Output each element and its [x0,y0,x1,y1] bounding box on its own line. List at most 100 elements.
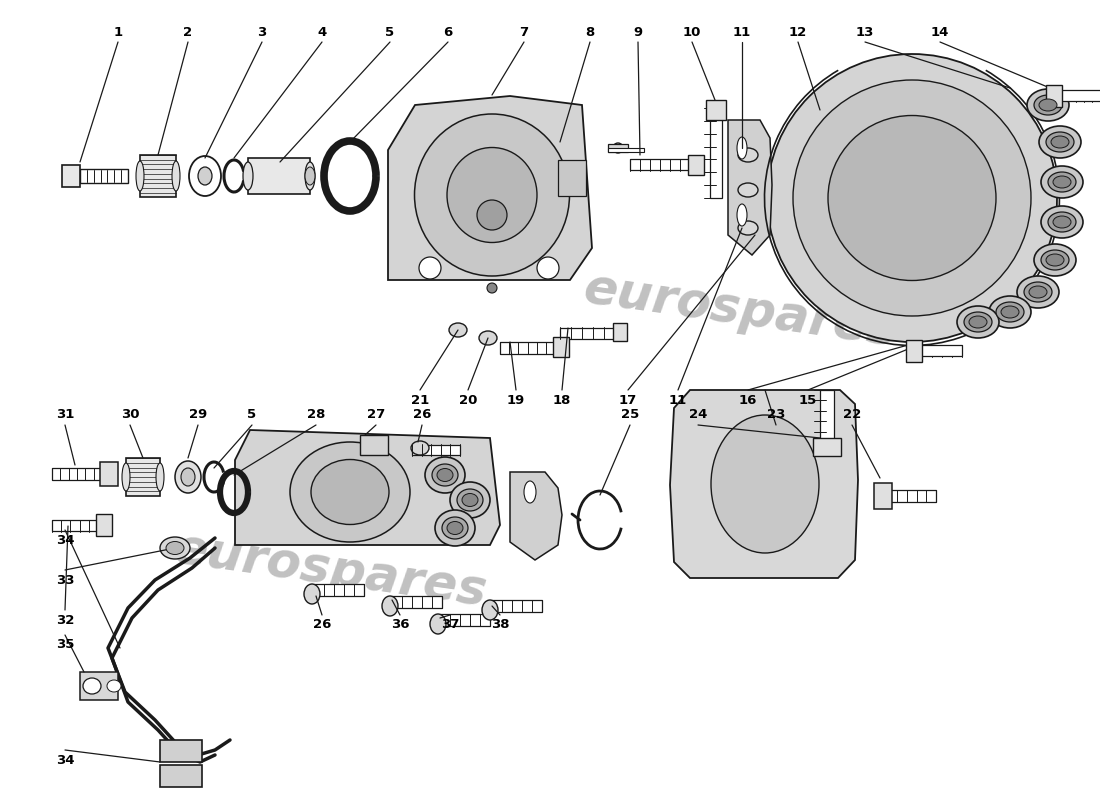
Ellipse shape [964,312,992,332]
Text: 12: 12 [789,26,807,38]
Ellipse shape [1028,286,1047,298]
FancyBboxPatch shape [560,328,615,339]
Ellipse shape [304,584,320,604]
Text: eurospares: eurospares [170,524,490,616]
Text: 15: 15 [799,394,817,406]
Ellipse shape [969,316,987,328]
Ellipse shape [107,680,121,692]
FancyBboxPatch shape [820,390,834,442]
Ellipse shape [1053,216,1071,228]
Ellipse shape [537,257,559,279]
Text: 32: 32 [56,614,74,626]
Ellipse shape [711,415,820,553]
Ellipse shape [482,600,498,620]
FancyBboxPatch shape [553,337,569,357]
Ellipse shape [156,463,164,491]
Ellipse shape [122,463,130,491]
Text: 11: 11 [669,394,688,406]
Ellipse shape [1046,132,1074,152]
Ellipse shape [411,441,429,455]
Text: 19: 19 [507,394,525,406]
FancyBboxPatch shape [706,100,726,120]
Text: 18: 18 [553,394,571,406]
Polygon shape [388,96,592,280]
Text: 22: 22 [843,409,861,422]
Text: 8: 8 [585,26,595,38]
Text: 24: 24 [689,409,707,422]
FancyBboxPatch shape [912,345,962,356]
Text: 20: 20 [459,394,477,406]
Text: 31: 31 [56,409,74,422]
FancyBboxPatch shape [1046,85,1062,107]
Ellipse shape [1027,89,1069,121]
Text: 27: 27 [367,409,385,422]
Ellipse shape [1041,206,1084,238]
FancyBboxPatch shape [874,483,892,509]
FancyBboxPatch shape [608,148,644,152]
Text: 29: 29 [189,409,207,422]
Ellipse shape [305,162,315,190]
FancyBboxPatch shape [52,520,98,531]
Ellipse shape [478,331,497,345]
Ellipse shape [793,80,1031,316]
Text: 2: 2 [184,26,192,38]
FancyBboxPatch shape [710,108,722,198]
Ellipse shape [311,459,389,525]
FancyBboxPatch shape [248,158,310,194]
Ellipse shape [189,156,221,196]
Ellipse shape [738,148,758,162]
FancyBboxPatch shape [314,584,364,596]
FancyBboxPatch shape [80,672,118,700]
Ellipse shape [430,614,446,634]
Text: 9: 9 [634,26,642,38]
Ellipse shape [447,522,463,534]
Ellipse shape [1041,250,1069,270]
FancyBboxPatch shape [613,323,627,341]
Ellipse shape [1048,212,1076,232]
Ellipse shape [1050,136,1069,148]
Text: 7: 7 [519,26,529,38]
Text: 26: 26 [412,409,431,422]
Text: 28: 28 [307,409,326,422]
Ellipse shape [462,494,478,506]
Ellipse shape [305,167,315,185]
FancyBboxPatch shape [440,614,490,626]
Ellipse shape [449,323,468,337]
FancyBboxPatch shape [360,435,388,455]
Ellipse shape [198,167,212,185]
Text: eurospares: eurospares [580,264,900,356]
Ellipse shape [957,306,999,338]
Ellipse shape [447,147,537,242]
Text: 34: 34 [56,534,75,546]
Text: 23: 23 [767,409,785,422]
Text: 17: 17 [619,394,637,406]
FancyBboxPatch shape [878,490,936,502]
Ellipse shape [442,517,468,539]
Text: 10: 10 [683,26,701,38]
Ellipse shape [437,469,453,482]
Text: 11: 11 [733,26,751,38]
Text: 35: 35 [56,638,74,651]
FancyBboxPatch shape [80,169,128,183]
Text: 14: 14 [931,26,949,38]
Ellipse shape [419,257,441,279]
Ellipse shape [1048,172,1076,192]
Text: 33: 33 [56,574,75,586]
Ellipse shape [524,481,536,503]
Ellipse shape [477,200,507,230]
Text: 5: 5 [248,409,256,422]
Ellipse shape [613,143,623,153]
Ellipse shape [450,482,490,518]
Ellipse shape [828,115,996,281]
FancyBboxPatch shape [160,740,202,762]
Ellipse shape [290,442,410,542]
Ellipse shape [1034,244,1076,276]
FancyBboxPatch shape [558,160,586,196]
Ellipse shape [1034,95,1062,115]
Ellipse shape [432,464,458,486]
Ellipse shape [996,302,1024,322]
Ellipse shape [172,161,180,191]
Ellipse shape [1018,276,1059,308]
Text: 1: 1 [113,26,122,38]
Ellipse shape [737,204,747,226]
